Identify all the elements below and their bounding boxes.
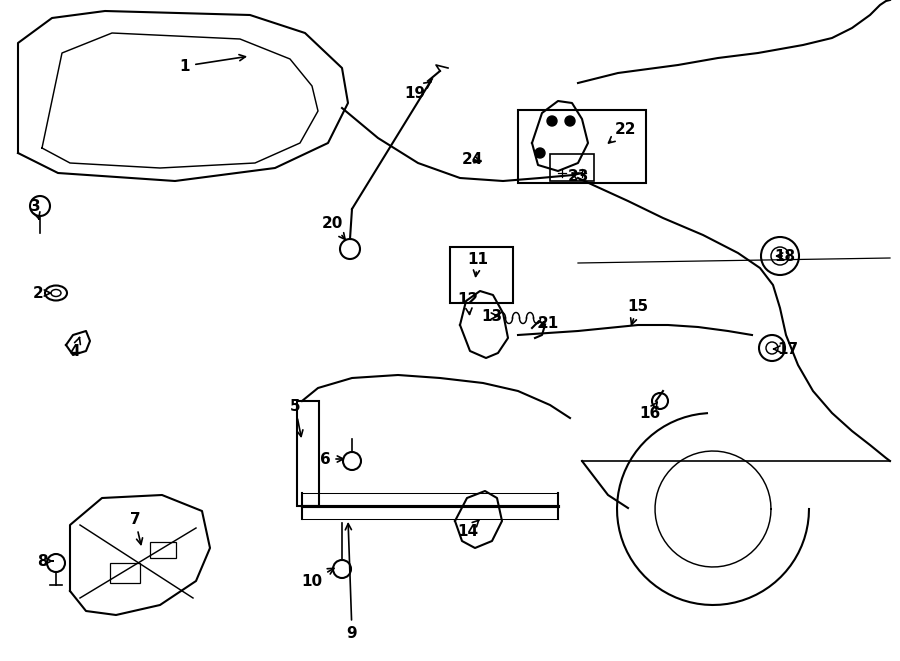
Text: 10: 10 xyxy=(302,568,334,588)
Text: 4: 4 xyxy=(69,338,80,358)
Text: 18: 18 xyxy=(774,249,796,264)
Text: 14: 14 xyxy=(457,520,479,539)
Text: 5: 5 xyxy=(290,399,303,436)
Bar xyxy=(150,542,176,558)
Text: 11: 11 xyxy=(467,251,489,276)
Text: 2: 2 xyxy=(32,286,50,301)
Text: 17: 17 xyxy=(774,342,798,356)
Bar xyxy=(518,110,646,183)
Text: 21: 21 xyxy=(537,315,559,330)
Bar xyxy=(110,563,140,583)
Text: 8: 8 xyxy=(37,553,53,568)
Circle shape xyxy=(547,116,557,126)
Text: 23: 23 xyxy=(567,169,589,184)
Text: 20: 20 xyxy=(321,215,345,239)
Text: 22: 22 xyxy=(608,122,635,143)
Bar xyxy=(550,154,594,181)
Text: 3: 3 xyxy=(30,198,40,219)
Bar xyxy=(297,401,319,506)
Text: 7: 7 xyxy=(130,512,142,545)
Text: 24: 24 xyxy=(462,151,482,167)
Text: 16: 16 xyxy=(639,403,661,420)
Text: 9: 9 xyxy=(346,524,357,641)
Text: 1: 1 xyxy=(180,55,246,73)
Text: 6: 6 xyxy=(320,451,344,467)
Circle shape xyxy=(565,116,575,126)
Text: 13: 13 xyxy=(482,309,502,323)
Bar xyxy=(450,247,513,303)
Text: 12: 12 xyxy=(457,292,479,315)
Circle shape xyxy=(535,148,545,158)
Text: 19: 19 xyxy=(404,82,431,100)
Text: 15: 15 xyxy=(627,299,649,325)
